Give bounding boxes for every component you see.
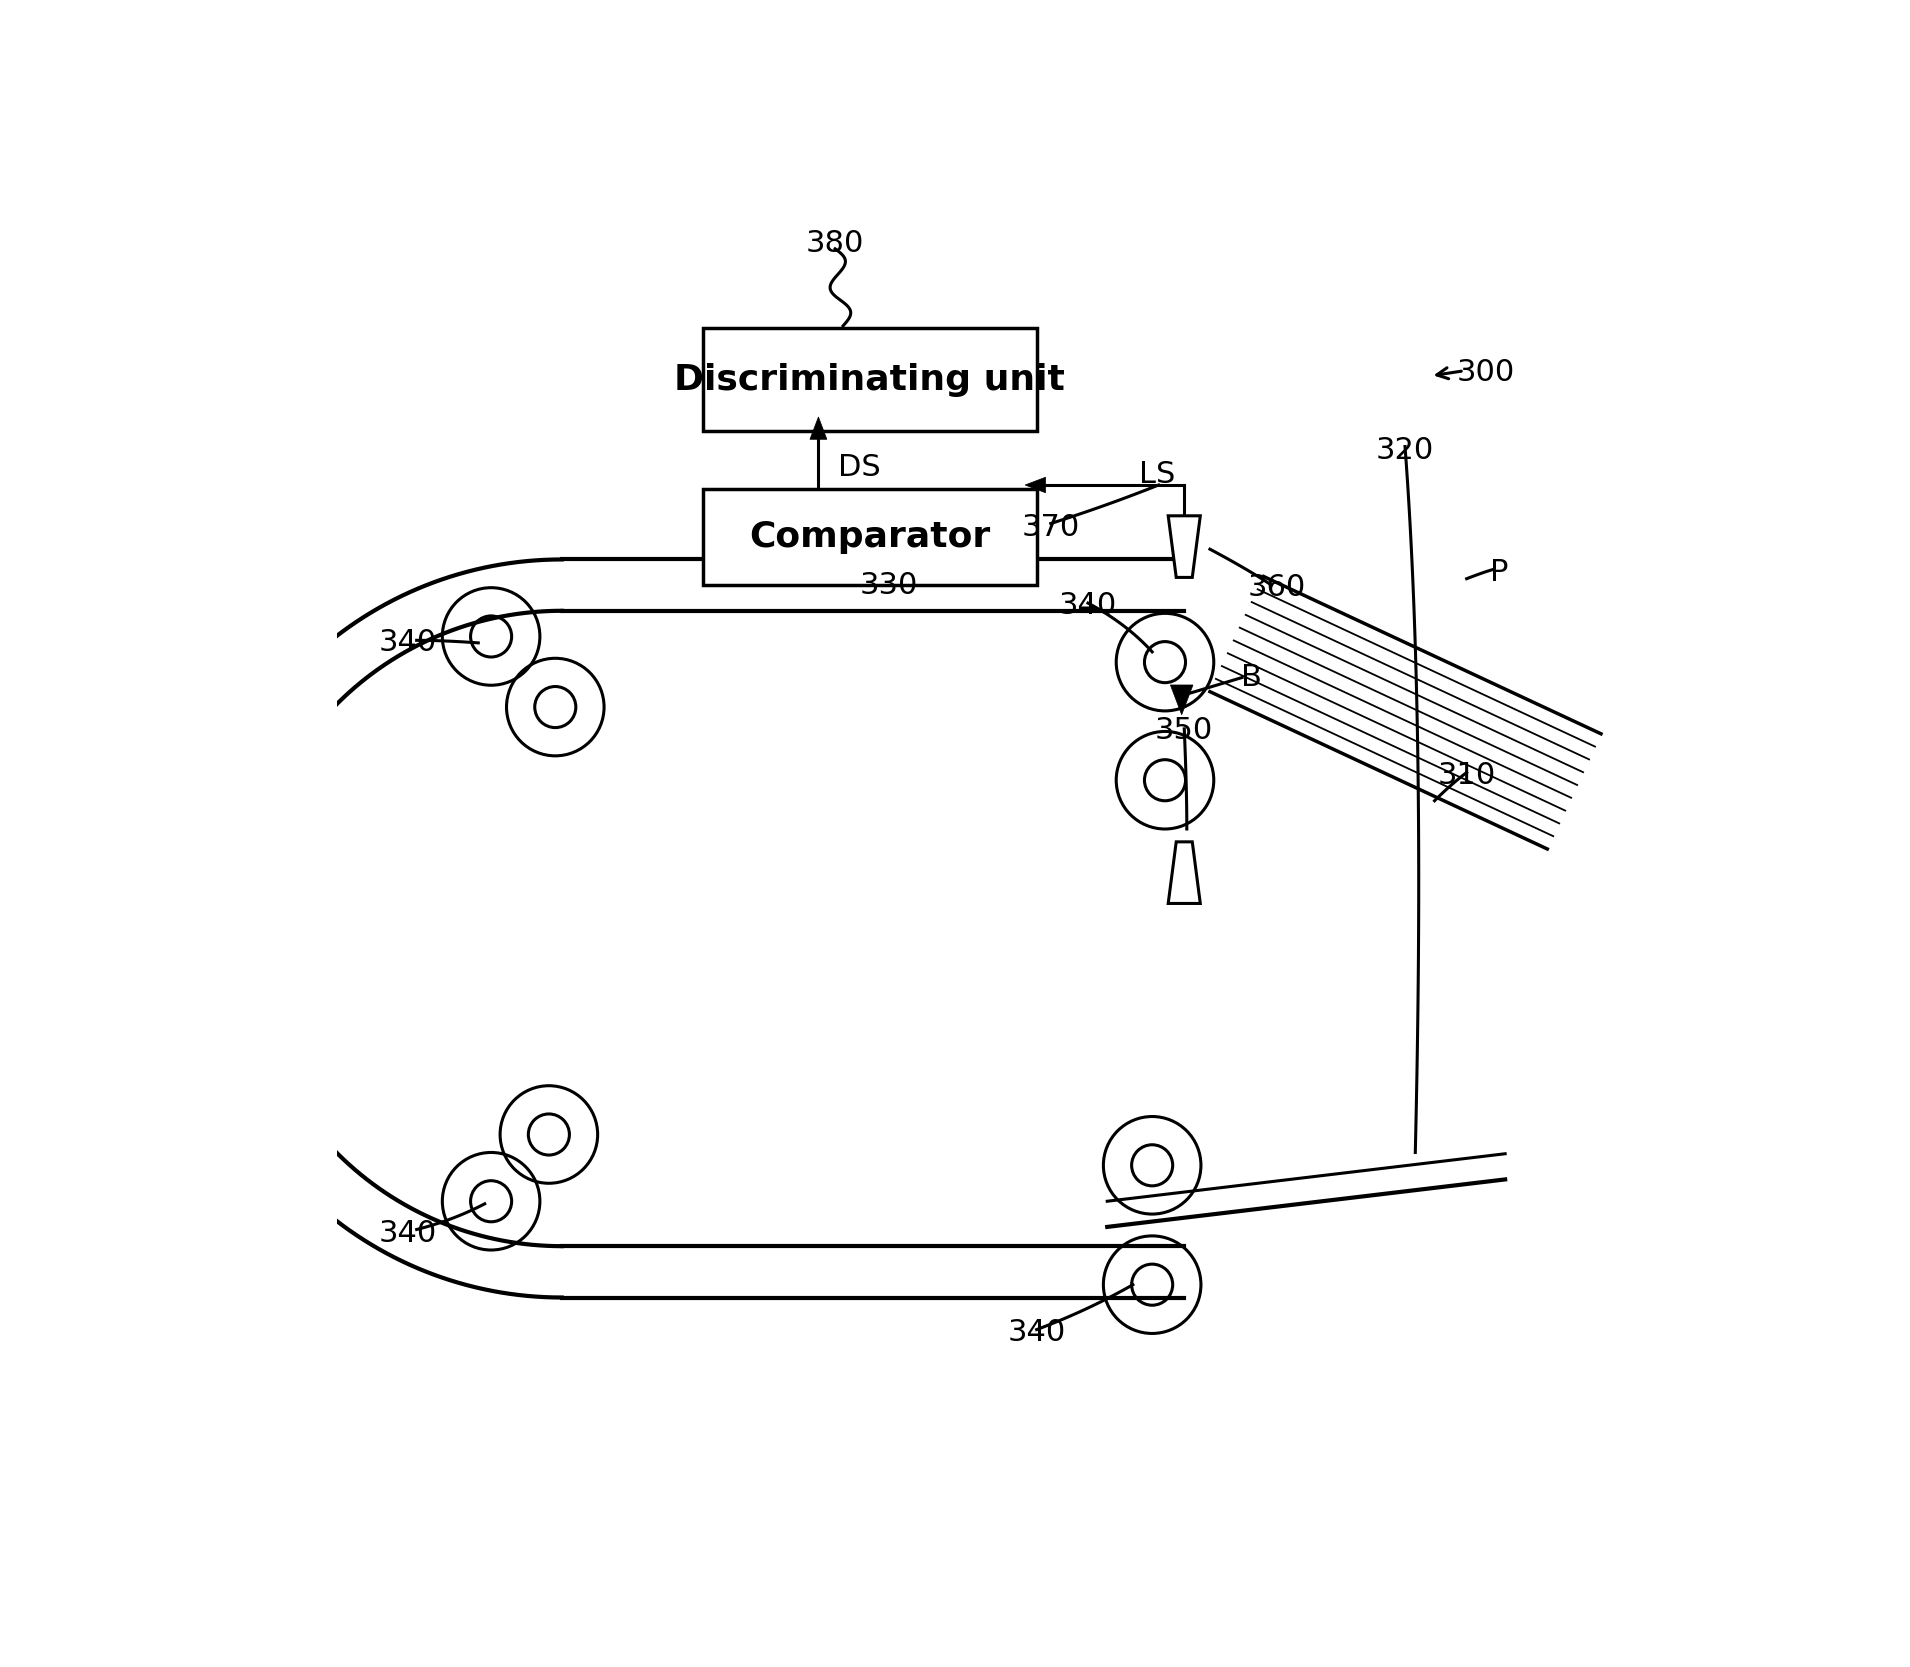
Polygon shape: [1169, 515, 1199, 577]
Text: 340: 340: [1007, 1317, 1066, 1347]
Text: LS: LS: [1140, 460, 1177, 488]
Text: 320: 320: [1375, 435, 1434, 465]
Polygon shape: [1169, 842, 1199, 904]
Text: DS: DS: [838, 452, 881, 482]
Text: Comparator: Comparator: [749, 520, 991, 553]
Text: 360: 360: [1247, 573, 1306, 602]
Polygon shape: [1026, 477, 1045, 493]
Text: 310: 310: [1438, 760, 1496, 790]
Text: B: B: [1242, 663, 1261, 692]
Text: Discriminating unit: Discriminating unit: [674, 363, 1066, 397]
Text: 330: 330: [860, 570, 919, 600]
Text: 300: 300: [1457, 357, 1515, 387]
Polygon shape: [1171, 685, 1194, 715]
Text: 370: 370: [1022, 513, 1079, 542]
FancyBboxPatch shape: [703, 488, 1037, 585]
FancyBboxPatch shape: [703, 328, 1037, 432]
Text: 340: 340: [378, 1219, 437, 1249]
Text: 340: 340: [378, 628, 437, 657]
Text: 340: 340: [1058, 592, 1117, 620]
Text: P: P: [1490, 558, 1507, 587]
Text: 380: 380: [806, 228, 865, 258]
Polygon shape: [810, 417, 827, 440]
Text: 350: 350: [1156, 715, 1213, 745]
